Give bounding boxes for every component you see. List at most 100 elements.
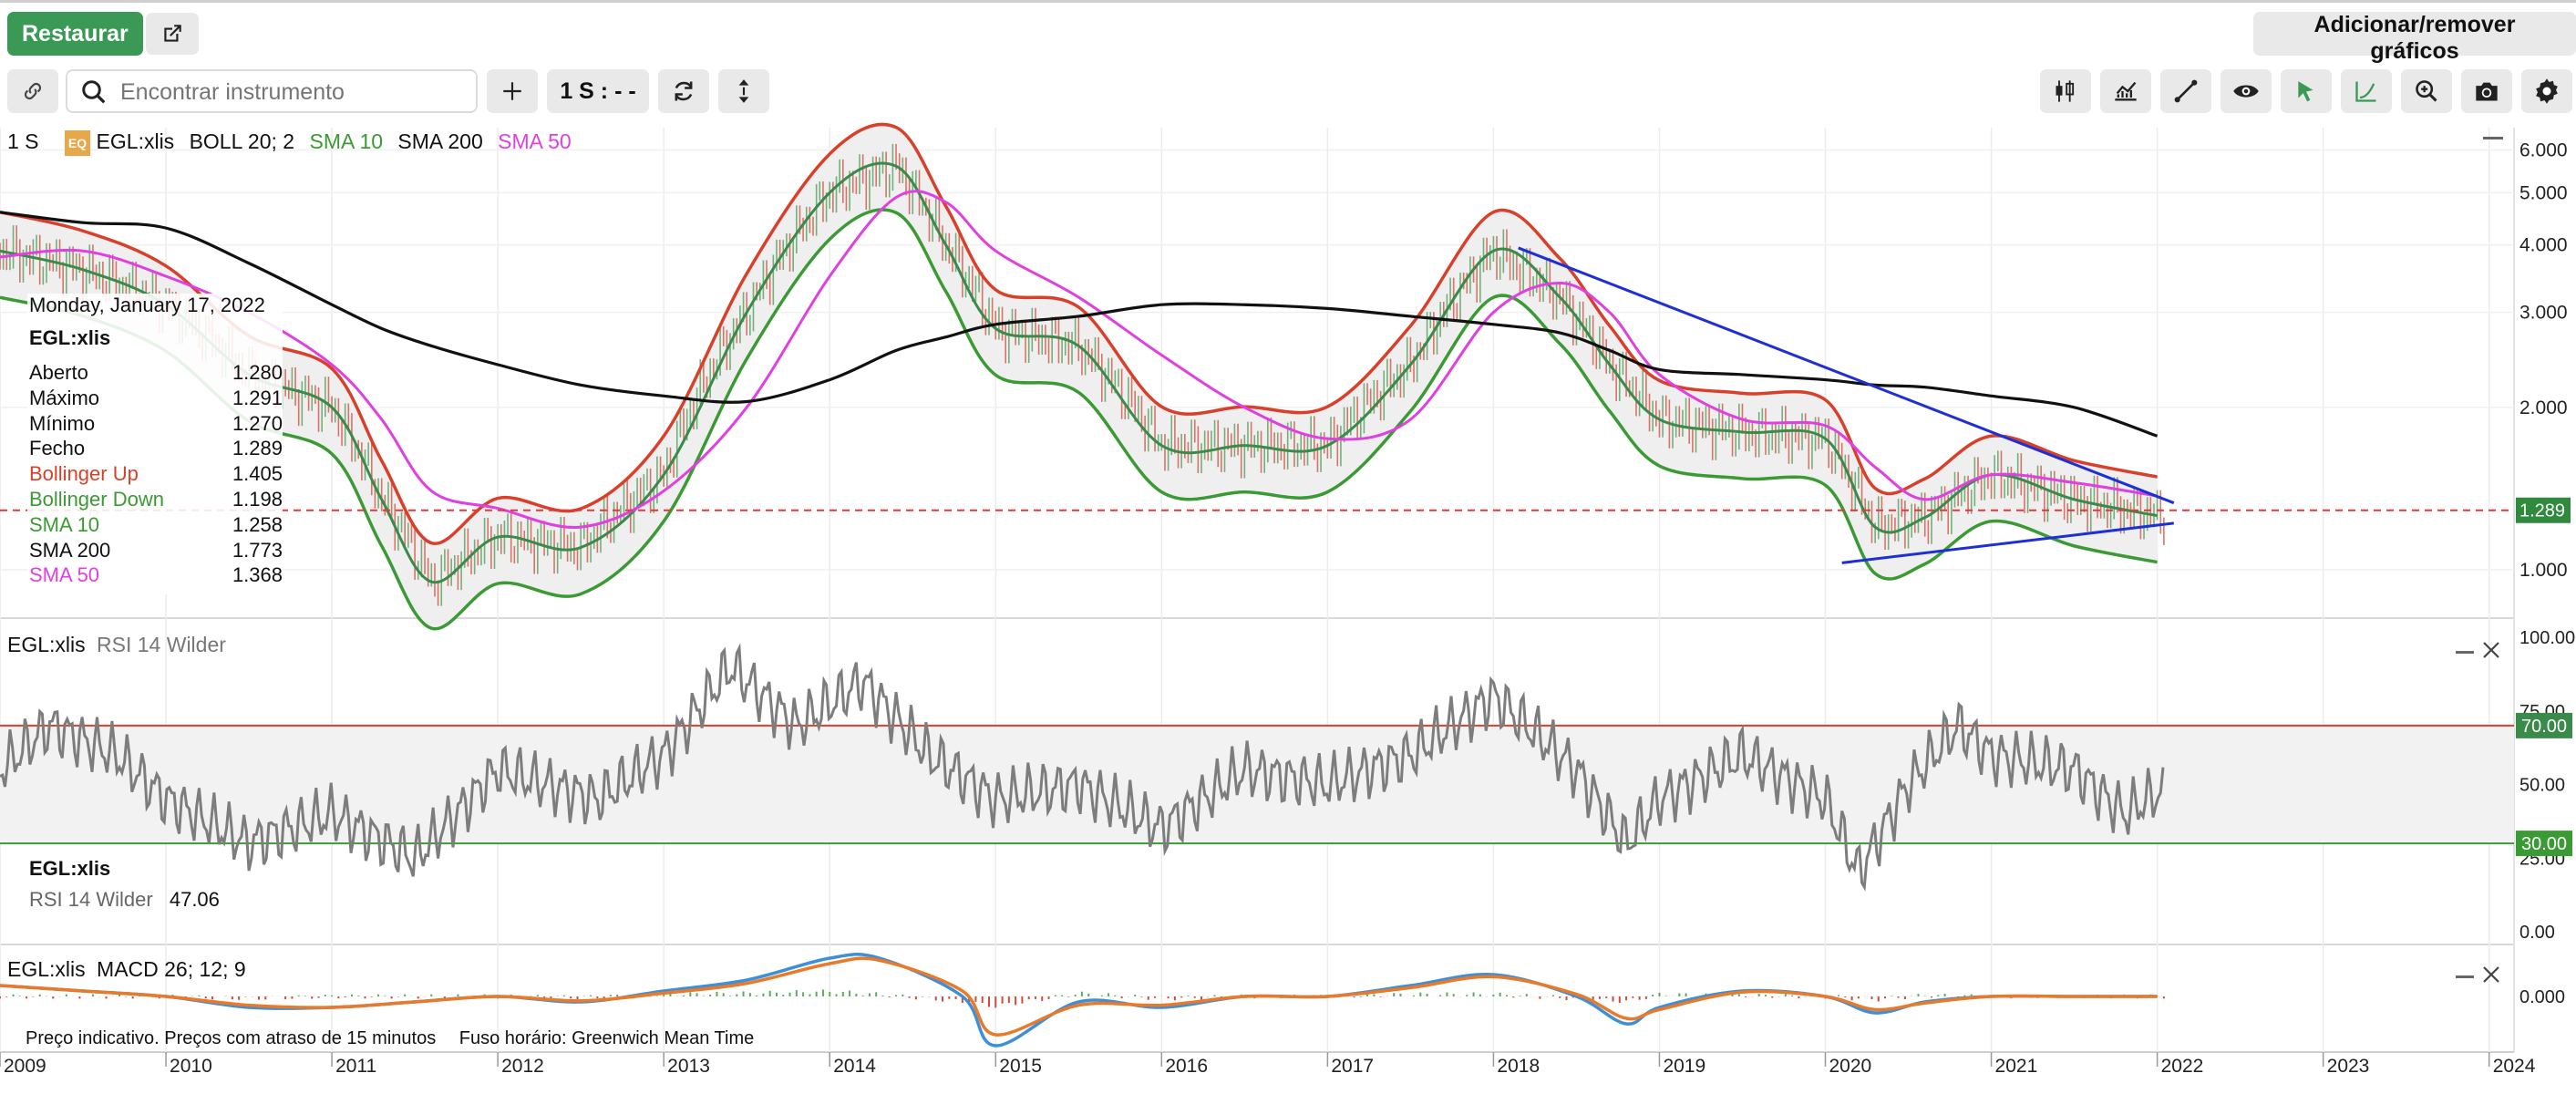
- rsi-30-label: 30.00: [2521, 834, 2567, 854]
- tooltip-row-label: Bollinger Down: [29, 488, 164, 511]
- pointer-tool-button[interactable]: [2281, 69, 2332, 113]
- tooltip-row: Bollinger Down 1.198: [29, 488, 283, 511]
- zoom-button[interactable]: [2401, 69, 2452, 113]
- restore-button[interactable]: Restaurar: [7, 12, 143, 56]
- delay-note: Preço indicativo. Preços com atraso de 1…: [26, 1028, 437, 1048]
- rsi-30-tag: [2516, 831, 2572, 857]
- main-legend: 1 S EQ EGL:xlis BOLL 20; 2 SMA 10 SMA 20…: [7, 129, 572, 156]
- gear-icon: [2536, 78, 2558, 104]
- settings-button[interactable]: [2521, 69, 2572, 113]
- x-tick-label: 2018: [1497, 1056, 1540, 1077]
- x-tick-label: 2017: [1331, 1056, 1374, 1077]
- trendline-up: [1841, 521, 2174, 564]
- tooltip-row-label: SMA 10: [29, 512, 100, 536]
- x-tick-label: 2010: [170, 1056, 212, 1077]
- macd-close-icon[interactable]: [2481, 965, 2501, 985]
- rsi-close-icon[interactable]: [2481, 640, 2501, 660]
- equity-badge: EQ: [64, 129, 91, 156]
- x-tick-label: 2012: [501, 1056, 544, 1077]
- indicator-icon: [2115, 81, 2137, 101]
- macd-signal-line: [0, 956, 2158, 1037]
- y-tick-label: 6.000: [2519, 139, 2568, 160]
- y-tick-label: 2.000: [2519, 397, 2568, 418]
- timezone-note: Fuso horário: Greenwich Mean Time: [459, 1028, 755, 1048]
- legend-sma50: SMA 50: [498, 129, 572, 153]
- rsi-legend-name: RSI 14 Wilder: [97, 633, 226, 656]
- rsi-legend-symbol: EGL:xlis: [7, 633, 86, 656]
- footer-note: Preço indicativo. Preços com atraso de 1…: [26, 1028, 754, 1049]
- vertical-resize-button[interactable]: [718, 69, 769, 113]
- x-tick-label: 2015: [999, 1056, 1042, 1077]
- tooltip-row-value: 1.289: [232, 437, 283, 460]
- tooltip-row-value: 1.773: [232, 538, 283, 562]
- tooltip-row-label: Bollinger Up: [29, 462, 139, 486]
- tooltip-row-label: Mínimo: [29, 411, 96, 435]
- x-tick-label: 2020: [1829, 1056, 1872, 1077]
- add-instrument-button[interactable]: [487, 69, 538, 113]
- plus-icon: [503, 82, 521, 100]
- rsi-y-tick: 50.00: [2519, 776, 2565, 796]
- interval-selector[interactable]: 1 S : - -: [547, 69, 649, 113]
- x-tick-label: 2014: [833, 1056, 876, 1077]
- visibility-button[interactable]: [2221, 69, 2272, 113]
- rsi-70-tag: [2516, 712, 2572, 738]
- rsi-legend: EGL:xlis RSI 14 Wilder: [7, 633, 226, 657]
- x-tick-label: 2016: [1165, 1056, 1208, 1077]
- refresh-icon: [675, 81, 693, 101]
- x-tick-label: 2021: [1995, 1056, 2038, 1077]
- last-price-label: 1.289: [2519, 501, 2565, 521]
- candlestick-icon: [2056, 80, 2075, 102]
- period-label: 1 S: [7, 129, 39, 153]
- tooltip-row-value: 1.368: [232, 563, 283, 587]
- draw-line-button[interactable]: [2160, 69, 2211, 113]
- tooltip-row: Aberto 1.280: [29, 361, 283, 385]
- search-icon: [82, 80, 106, 104]
- macd-y-tick: 0.000: [2519, 987, 2565, 1007]
- tooltip-row: SMA 200 1.773: [29, 539, 283, 562]
- x-tick-label: 2023: [2327, 1056, 2370, 1077]
- link-button[interactable]: [7, 69, 58, 113]
- tooltip-row: Máximo 1.291: [29, 387, 283, 410]
- line-tool-icon: [2174, 79, 2198, 103]
- tooltip-row-value: 1.405: [232, 462, 283, 486]
- legend-boll: BOLL 20; 2: [189, 129, 295, 153]
- macd-pane-minimize[interactable]: [2456, 975, 2474, 978]
- rsi-readout: RSI 14 Wilder 47.06: [29, 888, 220, 912]
- y-tick-label: 4.000: [2519, 235, 2568, 256]
- tooltip-date: Monday, January 17, 2022: [29, 294, 265, 316]
- zoom-in-icon: [2416, 80, 2437, 102]
- refresh-button[interactable]: [658, 69, 709, 113]
- y-tick-label: 1.000: [2519, 560, 2568, 581]
- indicators-button[interactable]: [2100, 69, 2151, 113]
- bollinger-band-fill: [0, 124, 2158, 629]
- tooltip-row-value: 1.291: [232, 386, 283, 409]
- add-remove-charts-button[interactable]: Adicionar/remover gráficos: [2253, 12, 2576, 64]
- tooltip-row: SMA 50 1.368: [29, 563, 283, 587]
- eye-icon: [2233, 85, 2259, 98]
- search-input[interactable]: [118, 77, 469, 108]
- trendline-down: [1518, 246, 2175, 505]
- main-pane-minimize[interactable]: [2483, 137, 2503, 139]
- x-tick-label: 2009: [4, 1056, 46, 1077]
- rsi-readout-value: 47.06: [169, 888, 220, 911]
- tooltip-row-label: SMA 50: [29, 563, 100, 587]
- open-external-button[interactable]: [146, 13, 199, 55]
- crosshair-tool-button[interactable]: [2341, 69, 2392, 113]
- tooltip-symbol: EGL:xlis: [29, 326, 111, 349]
- sma200-line: [0, 211, 2159, 438]
- vertical-arrows-icon: [738, 79, 749, 103]
- tooltip-row-label: SMA 200: [29, 538, 111, 562]
- chart-type-button[interactable]: [2040, 69, 2091, 113]
- external-link-icon: [164, 25, 181, 42]
- screenshot-button[interactable]: [2461, 69, 2512, 113]
- rsi-pane-minimize[interactable]: [2456, 651, 2474, 654]
- rsi-y-tick: 0.00: [2519, 923, 2555, 943]
- tooltip-row-value: 1.198: [232, 488, 283, 511]
- search-box: [66, 69, 478, 113]
- legend-sma10: SMA 10: [309, 129, 384, 153]
- tooltip-row: Fecho 1.289: [29, 437, 283, 460]
- link-icon: [24, 82, 42, 100]
- rsi-readout-name: RSI 14 Wilder: [29, 888, 153, 911]
- top-bar: Restaurar Adicionar/remover gráficos: [0, 0, 2576, 64]
